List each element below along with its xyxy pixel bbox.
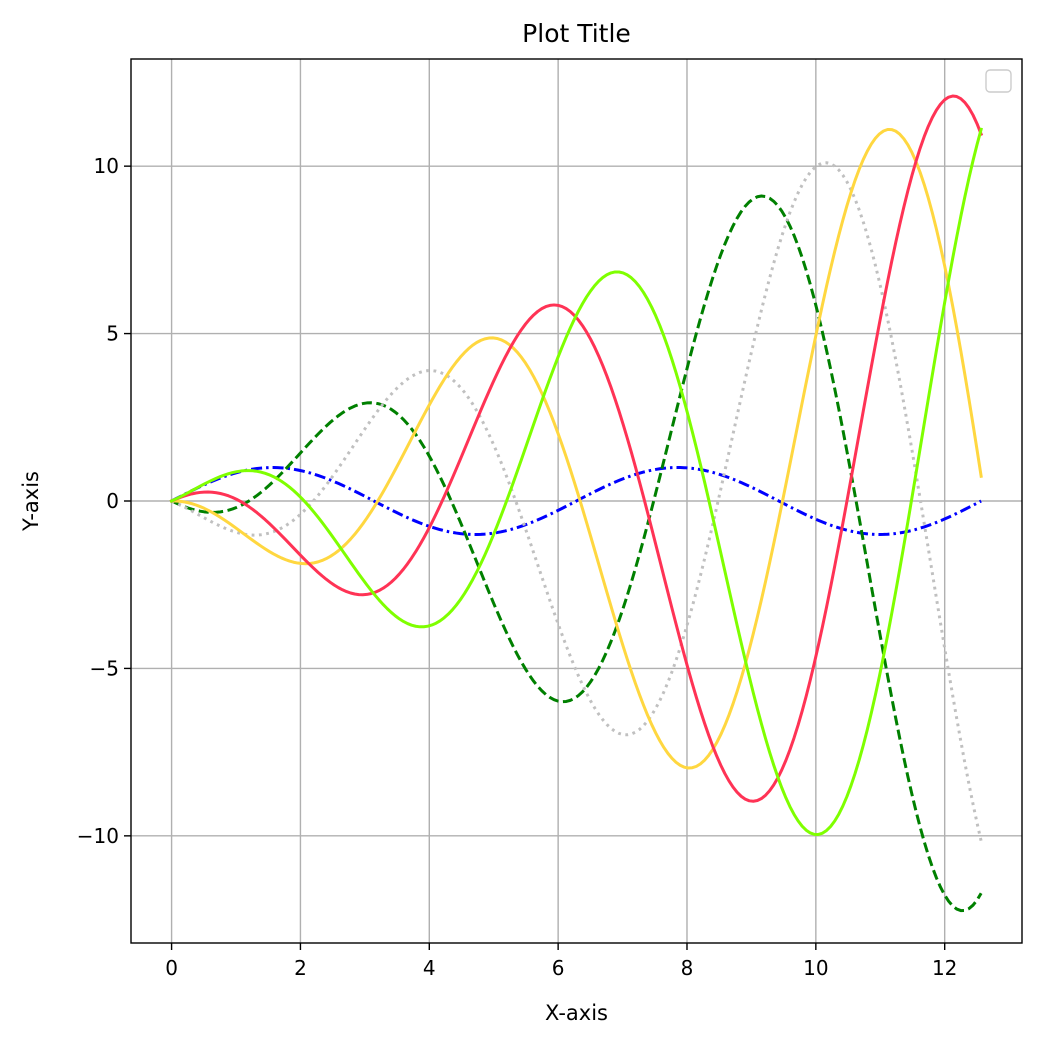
x-tick-label: 6 — [552, 956, 565, 980]
series-line-1 — [170, 466, 982, 536]
x-tick-label: 2 — [294, 956, 307, 980]
grid — [131, 59, 1022, 943]
series-line-6 — [169, 127, 983, 836]
x-tick-label: 8 — [681, 956, 694, 980]
x-tick-label: 0 — [165, 956, 178, 980]
chart-title: Plot Title — [522, 19, 631, 48]
y-tick-label: −5 — [90, 656, 119, 680]
series-line-2 — [170, 194, 983, 913]
y-tick-label: 0 — [106, 489, 119, 513]
y-tick-label: 10 — [94, 154, 119, 178]
series-line-4 — [170, 128, 983, 770]
x-axis-ticks: 0 2 4 6 8 10 12 — [165, 943, 957, 980]
x-tick-label: 12 — [932, 956, 957, 980]
y-tick-label: −10 — [77, 824, 119, 848]
series-layer — [169, 94, 984, 913]
y-tick-label: 5 — [106, 322, 119, 346]
legend-box — [985, 69, 1012, 93]
y-axis-ticks: −10 −5 0 5 10 — [77, 154, 131, 848]
x-axis-label: X-axis — [545, 1001, 608, 1025]
y-axis-label: Y-axis — [19, 471, 43, 532]
x-tick-label: 10 — [803, 956, 828, 980]
x-tick-label: 4 — [423, 956, 436, 980]
